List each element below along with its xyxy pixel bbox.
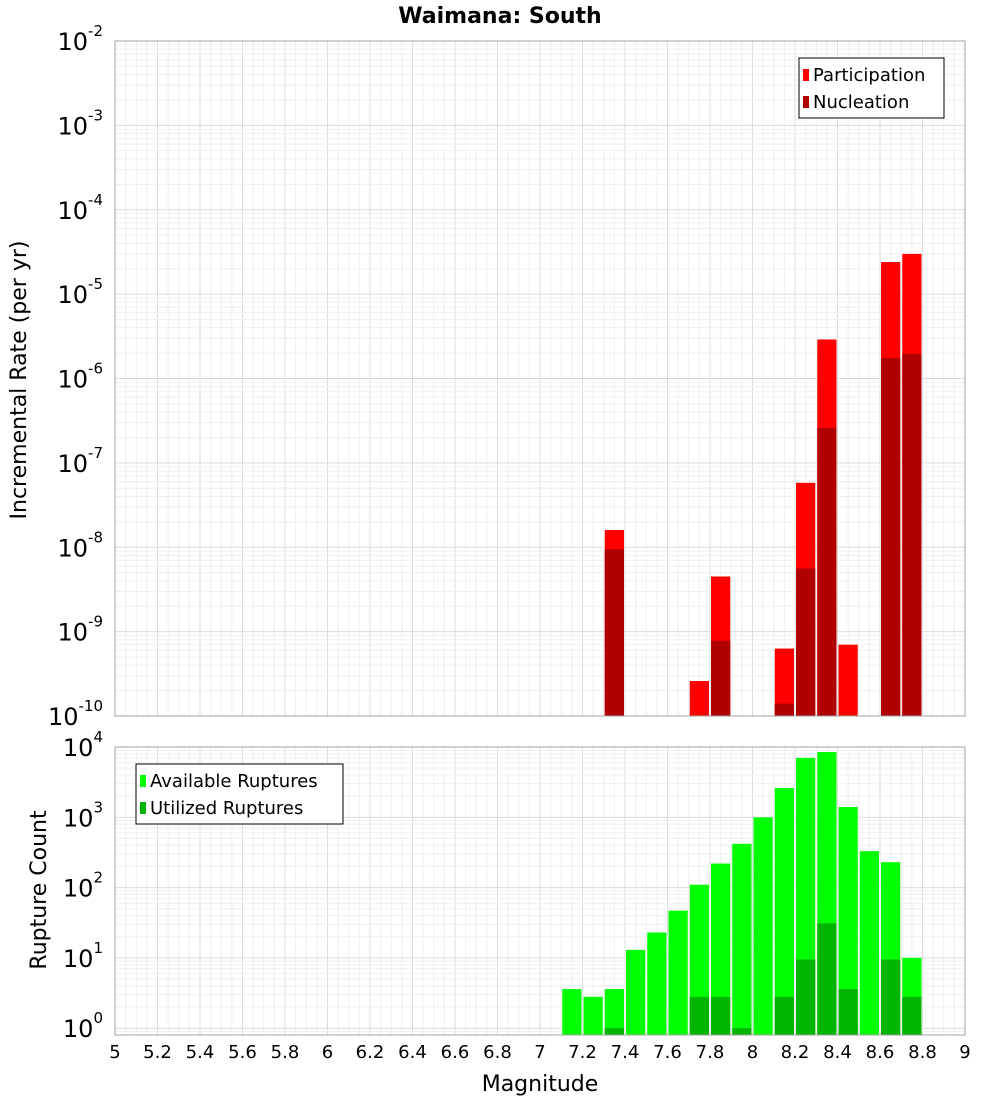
bottom-y-tick-label: 104 [63,728,103,762]
bottom-legend-swatch [140,775,146,787]
bottom-bar-utilized-ruptures [817,923,837,1035]
top-y-tick-label: 10-8 [57,528,103,562]
top-legend-label: Nucleation [813,92,909,113]
x-tick-label: 6.8 [483,1042,512,1063]
bottom-legend-label: Available Ruptures [150,771,318,792]
bottom-legend-swatch [140,802,146,814]
top-y-tick-label: 10-3 [57,106,103,140]
top-y-tick-label: 10-2 [57,22,103,56]
bottom-bar-available-ruptures [859,851,879,1035]
top-bar-participation [689,680,709,716]
bottom-legend-label: Utilized Ruptures [150,798,303,819]
top-bar-participation [774,648,794,716]
bottom-bar-utilized-ruptures [689,996,709,1035]
bottom-bar-utilized-ruptures [796,959,816,1035]
bottom-bar-available-ruptures [562,989,582,1035]
bottom-plot-frame [114,746,966,1036]
top-bar-participation [838,644,858,716]
bottom-y-tick-label: 103 [63,798,103,832]
x-tick-label: 6.4 [398,1042,427,1063]
bottom-bar-utilized-ruptures [711,996,731,1035]
top-bar-nucleation [796,568,816,716]
bottom-y-tick-label: 101 [63,939,103,973]
bottom-y-tick-label: 102 [63,869,103,903]
top-plot-frame [114,40,966,717]
bottom-bar-available-ruptures [604,989,624,1035]
bottom-bar-available-ruptures [626,949,646,1035]
bottom-bar-available-ruptures [838,807,858,1035]
x-tick-label: 8.8 [908,1042,937,1063]
x-tick-label: 8.6 [866,1042,895,1063]
bottom-bar-available-ruptures [647,932,667,1035]
top-y-tick-label: 10-4 [57,191,103,225]
bottom-y-axis-label: Rupture Count [27,810,52,970]
bottom-bar-utilized-ruptures [902,996,922,1035]
bottom-bar-utilized-ruptures [881,959,901,1035]
bottom-bar-utilized-ruptures [774,996,794,1035]
x-tick-label: 8.4 [823,1042,852,1063]
bottom-bar-available-ruptures [774,788,794,1035]
x-tick-label: 8.2 [781,1042,810,1063]
x-tick-label: 5.8 [271,1042,300,1063]
top-bar-nucleation [902,354,922,716]
x-axis-label: Magnitude [482,1072,599,1097]
x-tick-label: 6.6 [441,1042,470,1063]
top-y-tick-label: 10-9 [57,613,103,647]
x-tick-label: 7 [534,1042,545,1063]
bottom-y-tick-label: 100 [63,1009,103,1043]
x-tick-label: 5.6 [228,1042,257,1063]
top-legend-label: Participation [813,65,925,86]
top-legend [798,57,945,119]
x-tick-label: 7.2 [568,1042,597,1063]
chart-title: Waimana: South [398,4,601,29]
top-panel: 10-10 10-9 10-8 10-7 10-6 10-5 10-4 10-3 10-2 Par… [48,22,966,731]
x-tick-label: 7.4 [611,1042,640,1063]
top-legend-swatch [803,69,809,81]
x-tick-label: 5.4 [186,1042,215,1063]
bottom-bar-utilized-ruptures [604,1028,624,1035]
x-tick-label: 5 [109,1042,120,1063]
bottom-panel: 100 101 102 103 104 Available Ruptures Utilize… [63,728,971,1063]
bottom-bar-available-ruptures [732,843,752,1035]
top-y-tick-label: 10-6 [57,360,103,394]
top-y-tick-label: 10-7 [57,444,103,478]
x-tick-label: 9 [959,1042,970,1063]
top-y-tick-label: 10-5 [57,275,103,309]
top-bar-nucleation [711,640,731,716]
bottom-bar-utilized-ruptures [732,1028,752,1035]
bottom-bar-available-ruptures [753,817,773,1035]
top-y-tick-label: 10-10 [48,697,103,731]
bottom-legend [135,763,344,825]
top-bar-nucleation [604,549,624,716]
x-tick-label: 5.2 [143,1042,172,1063]
top-bar-nucleation [817,427,837,716]
bottom-bar-available-ruptures [583,996,603,1035]
bottom-bar-utilized-ruptures [838,989,858,1035]
top-legend-swatch [803,96,809,108]
x-tick-label: 8 [747,1042,758,1063]
x-tick-label: 7.6 [653,1042,682,1063]
x-tick-label: 6.2 [356,1042,385,1063]
top-bar-nucleation [774,703,794,716]
top-y-axis-label: Incremental Rate (per yr) [7,241,32,520]
x-tick-label: 6 [322,1042,333,1063]
x-tick-label: 7.8 [696,1042,725,1063]
bottom-bar-available-ruptures [711,863,731,1035]
top-bar-nucleation [881,357,901,716]
bottom-bar-available-ruptures [668,910,688,1035]
